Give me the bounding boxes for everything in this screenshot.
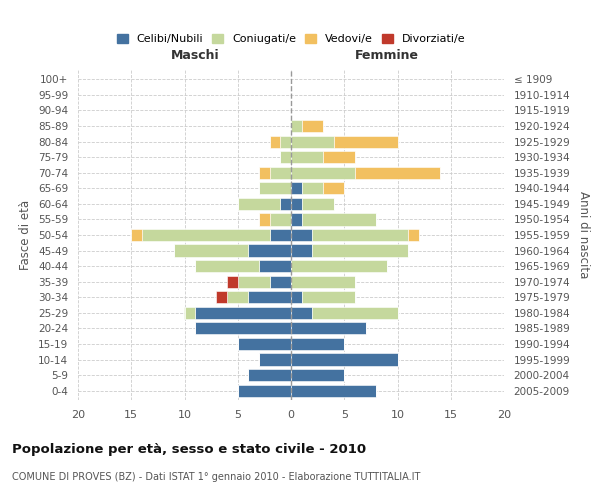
Text: Maschi: Maschi [171,49,220,62]
Bar [291,384,376,396]
Bar [291,229,313,241]
Bar [313,307,398,319]
Bar [185,307,195,319]
Bar [280,136,291,147]
Bar [238,338,291,350]
Bar [313,244,408,256]
Bar [227,291,248,304]
Legend: Celibi/Nubili, Coniugati/e, Vedovi/e, Divorziati/e: Celibi/Nubili, Coniugati/e, Vedovi/e, Di… [112,30,470,48]
Bar [302,182,323,194]
Text: Popolazione per età, sesso e stato civile - 2010: Popolazione per età, sesso e stato civil… [12,442,366,456]
Bar [291,136,334,147]
Bar [248,369,291,381]
Bar [280,198,291,210]
Bar [270,276,291,288]
Bar [291,166,355,179]
Bar [227,276,238,288]
Bar [195,307,291,319]
Y-axis label: Fasce di età: Fasce di età [19,200,32,270]
Bar [238,384,291,396]
Bar [302,120,323,132]
Bar [302,214,376,226]
Bar [291,214,302,226]
Bar [302,291,355,304]
Bar [291,322,365,334]
Bar [270,166,291,179]
Y-axis label: Anni di nascita: Anni di nascita [577,192,590,278]
Text: COMUNE DI PROVES (BZ) - Dati ISTAT 1° gennaio 2010 - Elaborazione TUTTITALIA.IT: COMUNE DI PROVES (BZ) - Dati ISTAT 1° ge… [12,472,421,482]
Bar [259,214,270,226]
Bar [174,244,248,256]
Bar [195,322,291,334]
Bar [131,229,142,241]
Bar [248,291,291,304]
Bar [291,182,302,194]
Bar [195,260,259,272]
Bar [291,151,323,163]
Bar [408,229,419,241]
Bar [238,276,270,288]
Bar [291,244,313,256]
Bar [291,260,387,272]
Bar [259,260,291,272]
Text: Femmine: Femmine [355,49,419,62]
Bar [259,166,270,179]
Bar [238,198,280,210]
Bar [142,229,270,241]
Bar [334,136,398,147]
Bar [291,276,355,288]
Bar [323,151,355,163]
Bar [291,307,313,319]
Bar [259,354,291,366]
Bar [291,198,302,210]
Bar [291,338,344,350]
Bar [291,120,302,132]
Bar [313,229,408,241]
Bar [248,244,291,256]
Bar [291,354,398,366]
Bar [270,214,291,226]
Bar [323,182,344,194]
Bar [355,166,440,179]
Bar [270,229,291,241]
Bar [291,369,344,381]
Bar [302,198,334,210]
Bar [259,182,291,194]
Bar [217,291,227,304]
Bar [280,151,291,163]
Bar [270,136,280,147]
Bar [291,291,302,304]
